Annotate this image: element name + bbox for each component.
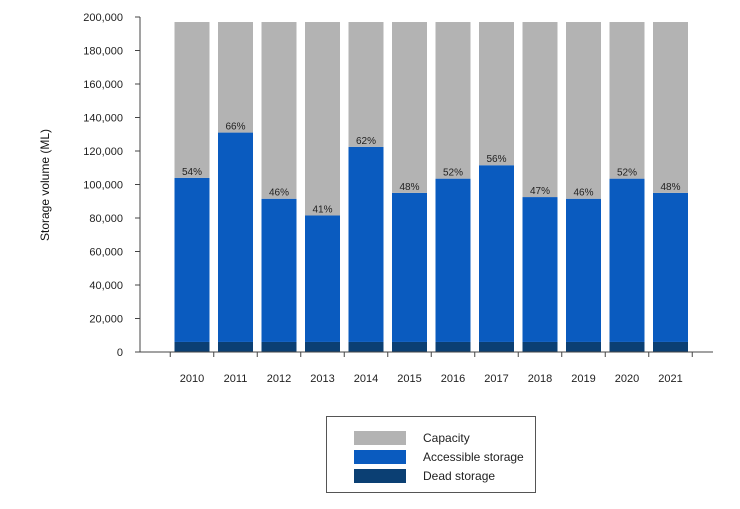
y-tick-label: 40,000 xyxy=(89,280,123,292)
dead-storage-bar xyxy=(653,341,688,352)
accessible-storage-bar xyxy=(522,197,558,342)
x-axis: 2010 2011 2012 2013 2014 2015 2016 2017 2018 2019… xyxy=(140,351,713,385)
dead-storage-bar xyxy=(261,341,297,352)
x-tick-label: 2011 xyxy=(224,373,248,385)
x-tick-label: 2021 xyxy=(658,373,682,385)
y-tick-label: 80,000 xyxy=(89,213,123,225)
dead-storage-bar xyxy=(218,341,253,352)
dead-storage-bar xyxy=(566,341,601,352)
legend-item-accessible-storage: Accessible storage xyxy=(354,450,524,464)
bar-data-label: 52% xyxy=(617,168,637,179)
bar-data-label: 66% xyxy=(225,122,245,133)
bars-group: 54% 66% 46% 41% 62% 48% 52% 56% 47% 46% 52% 48% xyxy=(174,22,688,352)
y-tick-label: 120,000 xyxy=(83,146,123,158)
capacity-bar xyxy=(392,22,427,193)
accessible-storage-bar xyxy=(218,132,253,342)
capacity-bar xyxy=(653,22,688,193)
accessible-storage-bar xyxy=(174,177,210,342)
x-tick-label: 2010 xyxy=(180,373,204,385)
legend-label-accessible-storage: Accessible storage xyxy=(423,450,524,464)
bar-data-label: 52% xyxy=(443,168,463,179)
bar-data-label: 41% xyxy=(312,204,332,215)
legend-item-capacity: Capacity xyxy=(354,431,470,445)
legend-swatch-accessible-storage xyxy=(354,450,406,464)
legend: Capacity Accessible storage Dead storage xyxy=(326,416,536,493)
x-tick-label: 2015 xyxy=(397,373,421,385)
dead-storage-bar xyxy=(609,341,645,352)
x-tick-label: 2019 xyxy=(571,373,595,385)
y-tick-label: 160,000 xyxy=(83,79,123,91)
y-tick-label: 100,000 xyxy=(83,180,123,192)
accessible-storage-bar xyxy=(435,178,471,342)
accessible-storage-bar xyxy=(305,215,340,342)
x-tick-label: 2014 xyxy=(354,373,378,385)
capacity-bar xyxy=(218,22,253,133)
legend-label-dead-storage: Dead storage xyxy=(423,469,496,483)
bar-data-label: 62% xyxy=(356,136,376,147)
x-tick-label: 2020 xyxy=(615,373,639,385)
capacity-bar xyxy=(566,22,601,199)
bar-data-label: 56% xyxy=(486,154,506,165)
accessible-storage-bar xyxy=(479,165,514,342)
x-tick-label: 2013 xyxy=(310,373,334,385)
x-tick-label: 2012 xyxy=(267,373,291,385)
legend-swatch-dead-storage xyxy=(354,469,406,483)
dead-storage-bar xyxy=(392,341,427,352)
accessible-storage-bar xyxy=(566,198,601,342)
capacity-bar xyxy=(261,22,297,199)
dead-storage-bar xyxy=(174,341,210,352)
bar-data-label: 46% xyxy=(573,188,593,199)
x-tick-label: 2017 xyxy=(484,373,508,385)
accessible-storage-bar xyxy=(348,146,384,342)
y-tick-label: 60,000 xyxy=(89,247,123,259)
dead-storage-bar xyxy=(522,341,558,352)
legend-swatch-capacity xyxy=(354,431,406,445)
capacity-bar xyxy=(479,22,514,166)
y-tick-label: 140,000 xyxy=(83,113,123,125)
capacity-bar xyxy=(435,22,471,179)
dead-storage-bar xyxy=(479,341,514,352)
accessible-storage-bar xyxy=(392,192,427,342)
bar-data-label: 46% xyxy=(269,188,289,199)
accessible-storage-bar xyxy=(261,198,297,342)
bar-data-label: 48% xyxy=(660,182,680,193)
y-axis-title: Storage volume (ML) xyxy=(38,129,52,241)
capacity-bar xyxy=(348,22,384,147)
bar-data-label: 47% xyxy=(530,186,550,197)
bar-data-label: 48% xyxy=(399,182,419,193)
y-tick-label: 20,000 xyxy=(89,314,123,326)
capacity-bar xyxy=(174,22,210,178)
dead-storage-bar xyxy=(435,341,471,352)
y-tick-label: 0 xyxy=(117,347,123,359)
dead-storage-bar xyxy=(348,341,384,352)
x-tick-label: 2016 xyxy=(441,373,465,385)
capacity-bar xyxy=(609,22,645,179)
accessible-storage-bar xyxy=(653,192,688,342)
legend-label-capacity: Capacity xyxy=(423,431,470,445)
legend-item-dead-storage: Dead storage xyxy=(354,469,495,483)
capacity-bar xyxy=(522,22,558,198)
capacity-bar xyxy=(305,22,340,216)
bar-data-label: 54% xyxy=(182,167,202,178)
x-tick-label: 2018 xyxy=(528,373,552,385)
accessible-storage-bar xyxy=(609,178,645,342)
y-axis: 0 20,000 40,000 60,000 80,000 100,000 120,000 1… xyxy=(83,12,141,359)
dead-storage-bar xyxy=(305,341,340,352)
y-tick-label: 180,000 xyxy=(83,46,123,58)
y-tick-label: 200,000 xyxy=(83,12,123,24)
